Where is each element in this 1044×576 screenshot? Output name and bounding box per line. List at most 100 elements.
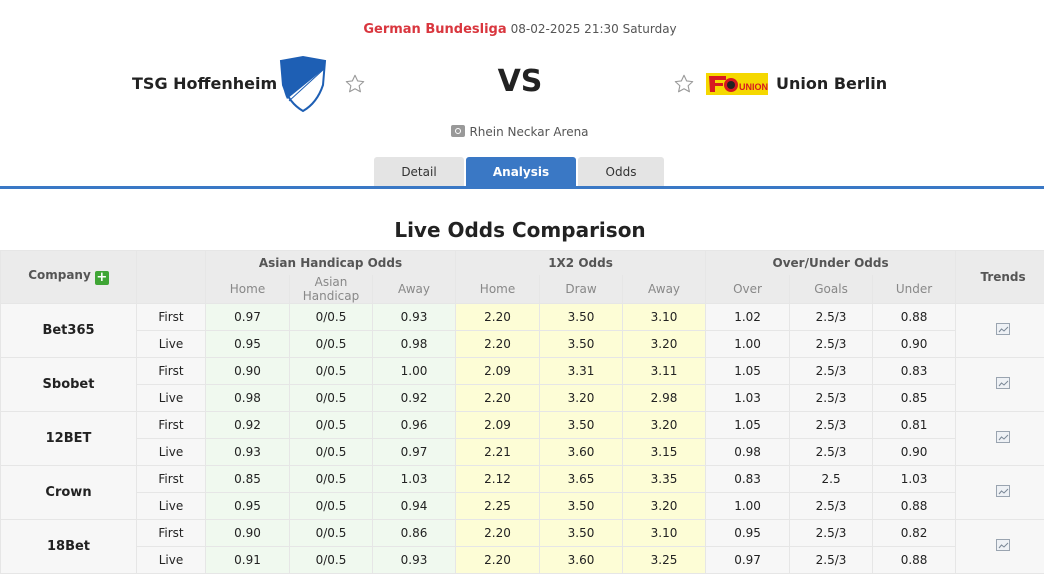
x12-odds-cell[interactable]: 3.25 bbox=[622, 545, 707, 574]
ah-odds-cell[interactable]: 0.92 bbox=[205, 410, 290, 439]
ah-odds-cell[interactable]: 0.90 bbox=[205, 356, 290, 385]
away-team-name[interactable]: Union Berlin bbox=[776, 74, 888, 93]
ou-odds-cell[interactable]: 0.95 bbox=[705, 518, 791, 547]
x12-odds-cell[interactable]: 3.20 bbox=[539, 383, 624, 412]
x12-odds-cell[interactable]: 3.50 bbox=[539, 329, 624, 358]
ou-odds-cell[interactable]: 0.98 bbox=[705, 437, 791, 466]
tab-odds[interactable]: Odds bbox=[578, 157, 664, 187]
ou-odds-cell[interactable]: 0.90 bbox=[872, 329, 957, 358]
x12-odds-cell[interactable]: 3.31 bbox=[539, 356, 624, 385]
ou-odds-cell[interactable]: 2.5 bbox=[789, 464, 874, 493]
tab-detail[interactable]: Detail bbox=[374, 157, 464, 187]
favorite-home-star-icon[interactable] bbox=[344, 73, 366, 95]
ah-odds-cell[interactable]: 1.00 bbox=[371, 356, 457, 385]
ou-odds-cell[interactable]: 2.5/3 bbox=[789, 545, 874, 574]
ah-odds-cell[interactable]: 0.94 bbox=[371, 491, 457, 520]
company-name[interactable]: 18Bet bbox=[0, 518, 137, 574]
company-name[interactable]: Sbobet bbox=[0, 356, 137, 412]
trend-chart-icon[interactable] bbox=[996, 484, 1011, 497]
x12-odds-cell[interactable]: 3.20 bbox=[622, 410, 707, 439]
x12-odds-cell[interactable]: 2.20 bbox=[455, 518, 541, 547]
ou-odds-cell[interactable]: 0.97 bbox=[705, 545, 791, 574]
ah-odds-cell[interactable]: 0.96 bbox=[371, 410, 457, 439]
hoffenheim-crest-icon[interactable] bbox=[277, 55, 329, 113]
x12-odds-cell[interactable]: 2.09 bbox=[455, 410, 541, 439]
ou-odds-cell[interactable]: 0.82 bbox=[872, 518, 957, 547]
ah-odds-cell[interactable]: 0.98 bbox=[371, 329, 457, 358]
x12-odds-cell[interactable]: 2.12 bbox=[455, 464, 541, 493]
ah-odds-cell[interactable]: 0/0.5 bbox=[289, 302, 373, 331]
ah-odds-cell[interactable]: 0/0.5 bbox=[289, 518, 373, 547]
company-name[interactable]: Bet365 bbox=[0, 302, 137, 358]
favorite-away-star-icon[interactable] bbox=[673, 73, 695, 95]
ah-odds-cell[interactable]: 0.95 bbox=[205, 329, 290, 358]
x12-odds-cell[interactable]: 2.20 bbox=[455, 302, 541, 331]
ah-odds-cell[interactable]: 0.97 bbox=[371, 437, 457, 466]
x12-odds-cell[interactable]: 3.60 bbox=[539, 545, 624, 574]
add-company-plus-icon[interactable]: + bbox=[94, 270, 109, 286]
ou-odds-cell[interactable]: 2.5/3 bbox=[789, 356, 874, 385]
ou-odds-cell[interactable]: 0.83 bbox=[872, 356, 957, 385]
x12-odds-cell[interactable]: 3.11 bbox=[622, 356, 707, 385]
ou-odds-cell[interactable]: 0.90 bbox=[872, 437, 957, 466]
ah-odds-cell[interactable]: 0.90 bbox=[205, 518, 290, 547]
home-team-name[interactable]: TSG Hoffenheim bbox=[132, 74, 278, 93]
x12-odds-cell[interactable]: 2.20 bbox=[455, 329, 541, 358]
x12-odds-cell[interactable]: 3.50 bbox=[539, 410, 624, 439]
x12-odds-cell[interactable]: 2.98 bbox=[622, 383, 707, 412]
x12-odds-cell[interactable]: 3.50 bbox=[539, 518, 624, 547]
ah-odds-cell[interactable]: 0.98 bbox=[205, 383, 290, 412]
trend-chart-icon[interactable] bbox=[996, 430, 1011, 443]
ou-odds-cell[interactable]: 0.83 bbox=[705, 464, 791, 493]
ah-odds-cell[interactable]: 0.93 bbox=[371, 302, 457, 331]
ah-odds-cell[interactable]: 0.95 bbox=[205, 491, 290, 520]
ou-odds-cell[interactable]: 0.81 bbox=[872, 410, 957, 439]
ah-odds-cell[interactable]: 0/0.5 bbox=[289, 491, 373, 520]
tab-analysis[interactable]: Analysis bbox=[466, 157, 576, 187]
ah-odds-cell[interactable]: 0/0.5 bbox=[289, 329, 373, 358]
x12-odds-cell[interactable]: 2.20 bbox=[455, 545, 541, 574]
ah-odds-cell[interactable]: 0/0.5 bbox=[289, 464, 373, 493]
ou-odds-cell[interactable]: 2.5/3 bbox=[789, 410, 874, 439]
x12-odds-cell[interactable]: 3.35 bbox=[622, 464, 707, 493]
ah-odds-cell[interactable]: 0/0.5 bbox=[289, 356, 373, 385]
ah-odds-cell[interactable]: 1.03 bbox=[371, 464, 457, 493]
ou-odds-cell[interactable]: 2.5/3 bbox=[789, 491, 874, 520]
ah-odds-cell[interactable]: 0.97 bbox=[205, 302, 290, 331]
x12-odds-cell[interactable]: 2.09 bbox=[455, 356, 541, 385]
x12-odds-cell[interactable]: 3.65 bbox=[539, 464, 624, 493]
ou-odds-cell[interactable]: 2.5/3 bbox=[789, 383, 874, 412]
ah-odds-cell[interactable]: 0/0.5 bbox=[289, 410, 373, 439]
ah-odds-cell[interactable]: 0.92 bbox=[371, 383, 457, 412]
trend-chart-icon[interactable] bbox=[996, 538, 1011, 551]
ah-odds-cell[interactable]: 0.93 bbox=[371, 545, 457, 574]
ou-odds-cell[interactable]: 1.00 bbox=[705, 491, 791, 520]
company-name[interactable]: 12BET bbox=[0, 410, 137, 466]
x12-odds-cell[interactable]: 3.50 bbox=[539, 302, 624, 331]
ou-odds-cell[interactable]: 2.5/3 bbox=[789, 329, 874, 358]
ah-odds-cell[interactable]: 0/0.5 bbox=[289, 545, 373, 574]
company-name[interactable]: Crown bbox=[0, 464, 137, 520]
ou-odds-cell[interactable]: 2.5/3 bbox=[789, 302, 874, 331]
ou-odds-cell[interactable]: 0.88 bbox=[872, 491, 957, 520]
ou-odds-cell[interactable]: 1.03 bbox=[872, 464, 957, 493]
x12-odds-cell[interactable]: 3.10 bbox=[622, 302, 707, 331]
ou-odds-cell[interactable]: 1.05 bbox=[705, 410, 791, 439]
ou-odds-cell[interactable]: 2.5/3 bbox=[789, 518, 874, 547]
ou-odds-cell[interactable]: 1.00 bbox=[705, 329, 791, 358]
x12-odds-cell[interactable]: 3.60 bbox=[539, 437, 624, 466]
x12-odds-cell[interactable]: 3.20 bbox=[622, 491, 707, 520]
ou-odds-cell[interactable]: 1.03 bbox=[705, 383, 791, 412]
union-berlin-crest-icon[interactable]: UNION bbox=[706, 71, 768, 97]
league-name[interactable]: German Bundesliga bbox=[363, 22, 507, 37]
x12-odds-cell[interactable]: 2.21 bbox=[455, 437, 541, 466]
ou-odds-cell[interactable]: 0.85 bbox=[872, 383, 957, 412]
ah-odds-cell[interactable]: 0.91 bbox=[205, 545, 290, 574]
x12-odds-cell[interactable]: 3.50 bbox=[539, 491, 624, 520]
x12-odds-cell[interactable]: 3.10 bbox=[622, 518, 707, 547]
ou-odds-cell[interactable]: 1.05 bbox=[705, 356, 791, 385]
ah-odds-cell[interactable]: 0.85 bbox=[205, 464, 290, 493]
ah-odds-cell[interactable]: 0/0.5 bbox=[289, 383, 373, 412]
ah-odds-cell[interactable]: 0.93 bbox=[205, 437, 290, 466]
ah-odds-cell[interactable]: 0/0.5 bbox=[289, 437, 373, 466]
